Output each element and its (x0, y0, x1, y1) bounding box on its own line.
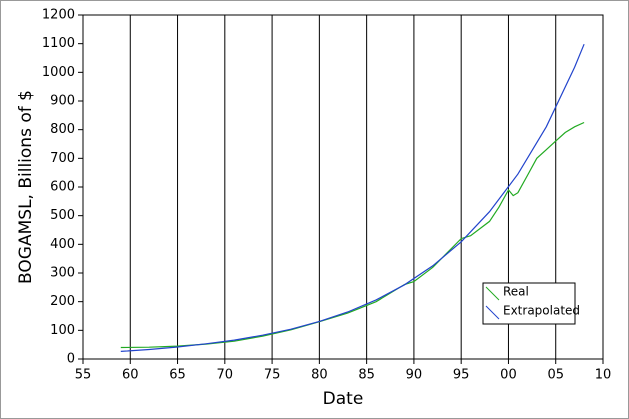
x-tick-label: 00 (500, 368, 517, 383)
y-tick-label: 1000 (42, 65, 75, 80)
x-tick-label: 60 (122, 368, 139, 383)
y-tick-label: 600 (50, 180, 75, 195)
y-tick-label: 200 (50, 294, 75, 309)
legend-label: Real (503, 285, 529, 299)
x-tick-label: 05 (547, 368, 564, 383)
x-tick-label: 90 (406, 368, 423, 383)
y-tick-label: 900 (50, 94, 75, 109)
y-tick-label: 0 (67, 352, 75, 367)
y-tick-label: 1100 (42, 36, 75, 51)
y-tick-label: 300 (50, 266, 75, 281)
y-tick-label: 500 (50, 208, 75, 223)
x-tick-label: 80 (311, 368, 328, 383)
legend-label: Extrapolated (503, 304, 580, 318)
x-tick-label: 10 (595, 368, 612, 383)
y-tick-label: 100 (50, 323, 75, 338)
y-tick-label: 700 (50, 151, 75, 166)
x-tick-label: 65 (169, 368, 186, 383)
legend-swatch (485, 305, 500, 320)
series-line (120, 43, 585, 352)
x-tick-label: 85 (358, 368, 375, 383)
legend-box (482, 282, 576, 325)
x-tick-label: 75 (264, 368, 281, 383)
x-tick-label: 55 (75, 368, 92, 383)
y-tick-label: 400 (50, 237, 75, 252)
legend-swatch (485, 286, 500, 301)
x-tick-label: 95 (453, 368, 470, 383)
x-axis-label: Date (323, 389, 364, 409)
x-tick-label: 70 (217, 368, 234, 383)
y-tick-label: 800 (50, 122, 75, 137)
series-line (120, 121, 585, 349)
y-axis-label: BOGAMSL, Billions of $ (16, 90, 36, 284)
y-tick-label: 1200 (42, 8, 75, 23)
